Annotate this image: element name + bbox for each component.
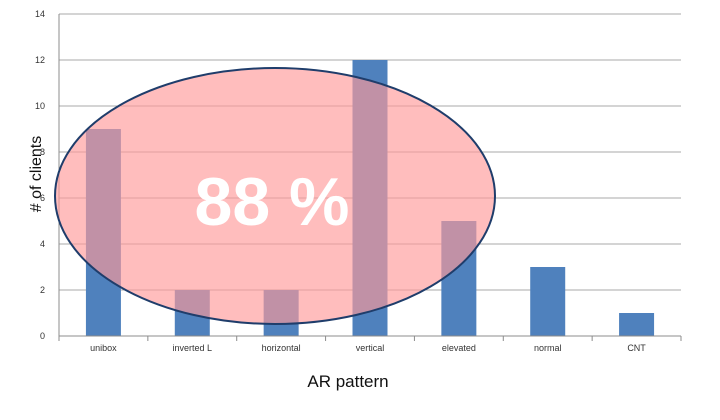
axes: 0 2 4 6 8 10 12 14 unibox inverted L horizontal ver… <box>35 9 682 353</box>
annotation-label: 88 % <box>195 164 350 240</box>
x-tick-label: normal <box>534 343 562 353</box>
y-tick-label: 14 <box>35 9 45 19</box>
bar-cnt <box>619 313 655 336</box>
annotation: 88 % <box>54 67 496 325</box>
x-tick-label: unibox <box>90 343 117 353</box>
y-tick-label: 10 <box>35 101 45 111</box>
x-tick-label: elevated <box>442 343 476 353</box>
y-tick-label: 8 <box>40 147 45 157</box>
y-tick-label: 12 <box>35 55 45 65</box>
highlight-ellipse <box>54 67 496 325</box>
y-tick-label: 0 <box>40 331 45 341</box>
x-axis-title: AR pattern <box>307 372 388 391</box>
x-tick-label: inverted L <box>173 343 213 353</box>
x-tick-label: CNT <box>627 343 646 353</box>
bar-normal <box>530 267 566 336</box>
y-tick-label: 6 <box>40 193 45 203</box>
y-axis-title: # of clients <box>28 136 45 212</box>
y-tick-label: 2 <box>40 285 45 295</box>
y-tick-label: 4 <box>40 239 45 249</box>
x-tick-label: vertical <box>356 343 385 353</box>
x-tick-label: horizontal <box>262 343 301 353</box>
